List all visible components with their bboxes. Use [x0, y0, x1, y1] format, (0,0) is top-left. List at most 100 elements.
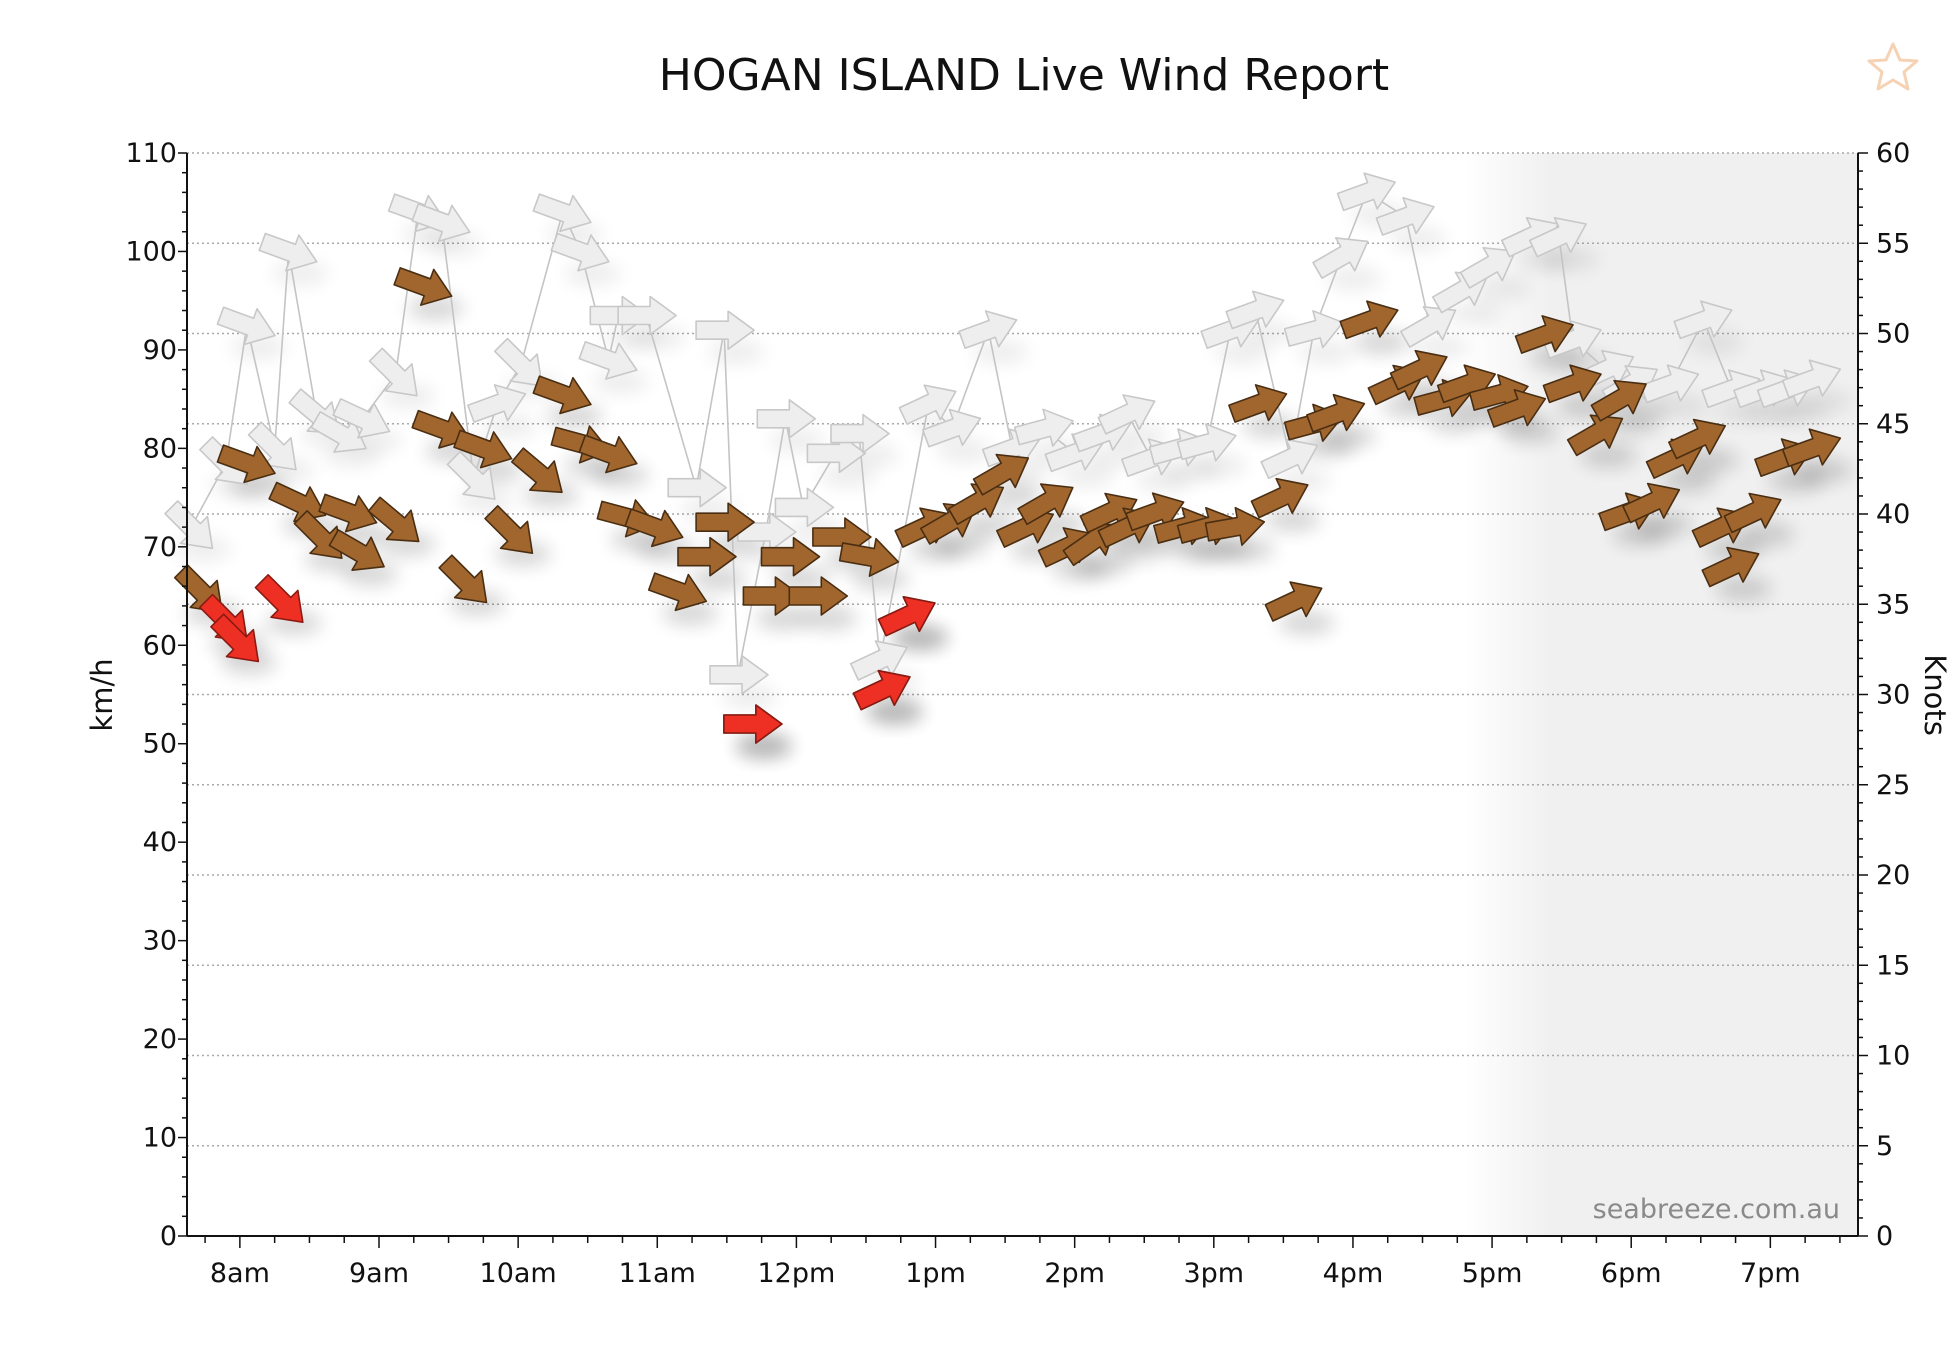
wind-speed-arrow-shadow: [1636, 512, 1693, 537]
extreme-arrow[interactable]: [874, 586, 943, 645]
wind-speed-arrow[interactable]: [505, 440, 574, 506]
gusts-arrow[interactable]: [1257, 428, 1326, 487]
gusts-arrow[interactable]: [1282, 304, 1348, 356]
y2-tick-label-30: 30: [1876, 680, 1910, 711]
y2-tick-label-10: 10: [1876, 1041, 1910, 1072]
gusts-arrow[interactable]: [1308, 225, 1377, 287]
wind-speed-arrow[interactable]: [1720, 483, 1789, 542]
wind-speed-arrow[interactable]: [1247, 468, 1316, 527]
gusts-arrow-shadow: [819, 463, 876, 488]
gusts-arrow[interactable]: [1779, 351, 1846, 407]
gusts-arrow[interactable]: [756, 398, 817, 439]
gusts-arrow[interactable]: [548, 224, 615, 280]
gusts-arrow[interactable]: [895, 374, 964, 433]
extreme-arrow[interactable]: [204, 607, 272, 675]
axes: 0 10 20 30 40 50 60 70 80 90 100 110 0 5 10 15 20 25 30 35 4…: [125, 138, 1910, 1289]
gusts-arrow[interactable]: [695, 310, 755, 351]
gusts-arrow[interactable]: [709, 654, 769, 695]
gusts-arrow-shadow: [481, 414, 538, 439]
gusts-arrow[interactable]: [329, 390, 398, 449]
gusts-arrow[interactable]: [440, 445, 508, 513]
gusts-arrow[interactable]: [1637, 356, 1704, 412]
wind-speed-arrow[interactable]: [645, 564, 712, 620]
gusts-arrow[interactable]: [576, 332, 643, 388]
wind-speed-arrow[interactable]: [576, 426, 643, 482]
gusts-arrow[interactable]: [919, 401, 986, 457]
gusts-arrow[interactable]: [241, 415, 309, 483]
gusts-arrow[interactable]: [667, 467, 728, 508]
wind-speed-arrow[interactable]: [530, 367, 597, 423]
gusts-arrow[interactable]: [846, 630, 915, 689]
gusts-arrow[interactable]: [1223, 282, 1290, 338]
extreme-arrow[interactable]: [849, 660, 918, 719]
favorite-star-icon[interactable]: [1867, 42, 1919, 91]
wind-speed-arrow[interactable]: [969, 442, 1038, 504]
gusts-arrow[interactable]: [736, 512, 797, 552]
gusts-arrow[interactable]: [409, 194, 476, 250]
wind-speed-arrow[interactable]: [742, 576, 803, 616]
gusts-arrow[interactable]: [1334, 164, 1401, 220]
gusts-arrow[interactable]: [1525, 207, 1594, 266]
wind-speed-arrow[interactable]: [1225, 376, 1292, 432]
wind-speed-arrow[interactable]: [1386, 340, 1455, 399]
gusts-arrow[interactable]: [1671, 292, 1738, 348]
gusts-arrow[interactable]: [362, 341, 430, 409]
wind-speed-arrow[interactable]: [1698, 537, 1767, 596]
gusts-arrow[interactable]: [464, 376, 531, 432]
wind-speed-arrow-shadow: [1580, 443, 1637, 468]
wind-speed-arrow[interactable]: [1013, 471, 1082, 533]
gusts-arrow[interactable]: [774, 487, 835, 528]
wind-speed-arrow-shadow: [1737, 522, 1794, 547]
wind-speed-arrow[interactable]: [622, 500, 689, 556]
y-tick-label-80: 80: [143, 433, 177, 464]
gusts-arrow[interactable]: [617, 295, 677, 336]
wind-speed-arrow[interactable]: [432, 548, 500, 616]
wind-speed-arrow[interactable]: [788, 576, 849, 616]
wind-speed-arrow[interactable]: [760, 536, 821, 577]
extreme-arrow[interactable]: [248, 568, 316, 636]
wind-speed-arrow[interactable]: [214, 436, 281, 492]
wind-speed-arrow[interactable]: [324, 521, 393, 583]
wind-speed-arrow[interactable]: [1337, 292, 1404, 348]
wind-speed-arrow[interactable]: [1665, 409, 1734, 468]
wind-speed-arrow[interactable]: [1586, 368, 1655, 430]
wind-speed-arrow[interactable]: [478, 499, 546, 567]
wind-speed-arrow[interactable]: [362, 490, 431, 556]
gusts-arrow[interactable]: [1373, 189, 1440, 245]
wind-speed-arrow[interactable]: [409, 401, 476, 457]
wind-speed-arrow[interactable]: [1540, 356, 1607, 412]
wind-speed-arrow[interactable]: [1512, 307, 1579, 363]
wind-speed-arrow[interactable]: [695, 502, 755, 543]
gusts-arrow[interactable]: [1396, 294, 1465, 356]
gusts-arrow[interactable]: [158, 494, 226, 562]
gusts-arrow[interactable]: [530, 185, 597, 241]
wind-speed-arrow[interactable]: [1261, 571, 1330, 630]
gusts-arrow[interactable]: [1456, 235, 1525, 297]
gusts-arrow[interactable]: [214, 298, 281, 354]
y-tick-label-50: 50: [143, 729, 177, 760]
wind-speed-arrow[interactable]: [1619, 473, 1688, 532]
gusts-arrow[interactable]: [256, 224, 323, 280]
wind-speed-arrow[interactable]: [677, 536, 737, 577]
gusts-arrow[interactable]: [1175, 417, 1241, 469]
wind-speed-arrow[interactable]: [1204, 503, 1268, 550]
wind-speed-arrow[interactable]: [451, 421, 518, 477]
wind-speed-arrow[interactable]: [944, 471, 1013, 533]
y-tick-label-20: 20: [143, 1024, 177, 1055]
extreme-arrow[interactable]: [723, 704, 783, 744]
wind-speed-arrow[interactable]: [1563, 402, 1632, 464]
wind-speed-arrow-shadow: [1796, 458, 1853, 483]
wind-speed-arrow[interactable]: [1484, 381, 1551, 437]
gusts-arrow[interactable]: [956, 302, 1023, 358]
gusts-arrow[interactable]: [830, 413, 890, 454]
gusts-arrow[interactable]: [488, 331, 556, 399]
gusts-arrow[interactable]: [1094, 384, 1163, 443]
gusts-arrow-shadow: [1190, 453, 1247, 478]
y-tick-label-60: 60: [143, 630, 177, 661]
wind-speed-arrow[interactable]: [838, 533, 902, 580]
wind-speed-arrow[interactable]: [1779, 420, 1846, 476]
wind-speed-arrow[interactable]: [391, 258, 458, 314]
gusts-arrow[interactable]: [1012, 403, 1078, 455]
wind-speed-arrow[interactable]: [1303, 386, 1370, 442]
wind-speed-arrow[interactable]: [316, 485, 383, 541]
